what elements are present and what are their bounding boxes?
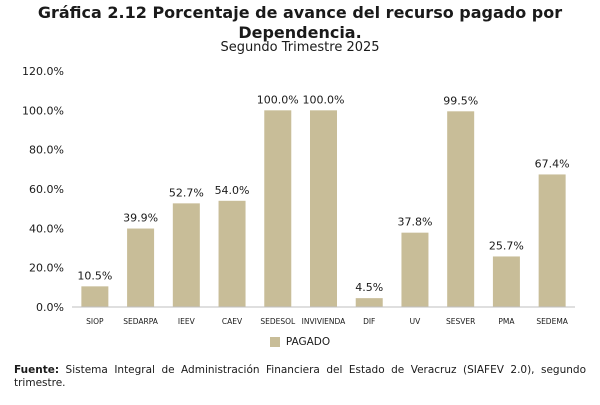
y-tick-label: 100.0%: [22, 104, 64, 117]
x-tick-label: IEEV: [178, 317, 196, 326]
bar-pma: [492, 256, 520, 307]
y-tick-label: 40.0%: [29, 222, 64, 235]
bar-sedema: [538, 174, 566, 307]
y-tick-label: 0.0%: [36, 301, 64, 314]
y-tick-label: 60.0%: [29, 183, 64, 196]
y-tick-label: 80.0%: [29, 144, 64, 157]
legend-label: PAGADO: [285, 336, 331, 348]
bar-sedesol: [264, 110, 292, 307]
bar-value-label: 67.4%: [535, 157, 570, 170]
y-tick-label: 20.0%: [29, 262, 64, 275]
bar-value-label: 10.5%: [77, 269, 112, 282]
x-axis: SIOP SEDARPA IEEV CAEV SEDESOL INVIVIENDA DIF U…: [72, 306, 575, 326]
bar-value-label: 52.7%: [169, 186, 204, 199]
bar-chart: 0.0% 20.0% 40.0% 60.0% 80.0% 100.0% 120.0% 10.…: [22, 65, 575, 326]
bar-value-label: 25.7%: [489, 239, 524, 252]
bar-sedarpa: [127, 228, 155, 307]
legend: PAGADO: [0, 336, 600, 348]
bar-siop: [81, 286, 109, 307]
x-tick-label: INVIVIENDA: [302, 317, 346, 326]
bars: [81, 110, 566, 307]
x-tick-label: PMA: [498, 317, 515, 326]
bar-value-label: 100.0%: [257, 93, 299, 106]
footnote-text: Sistema Integral de Administración Finan…: [14, 364, 586, 389]
legend-swatch: [269, 337, 280, 347]
bar-value-label: 4.5%: [355, 281, 383, 294]
x-tick-label: SEDESOL: [260, 317, 296, 326]
chart-title: Gráfica 2.12 Porcentaje de avance del re…: [37, 3, 563, 42]
x-tick-label: SESVER: [446, 317, 475, 326]
x-tick-label: UV: [410, 317, 421, 326]
bar-value-label: 99.5%: [443, 94, 478, 107]
y-tick-label: 120.0%: [22, 65, 64, 78]
bar-ieev: [172, 203, 200, 307]
x-tick-label: SEDARPA: [123, 317, 159, 326]
x-tick-label: DIF: [363, 317, 375, 326]
x-tick-label: CAEV: [222, 317, 243, 326]
bar-invivienda: [310, 110, 337, 307]
bar-caev: [218, 200, 246, 307]
x-tick-label: SEDEMA: [536, 317, 568, 326]
bar-value-labels: 10.5% 39.9% 52.7% 54.0% 100.0% 100.0% 4.5% 37.8…: [77, 93, 569, 294]
y-axis: 0.0% 20.0% 40.0% 60.0% 80.0% 100.0% 120.0%: [22, 65, 64, 314]
bar-value-label: 100.0%: [303, 93, 345, 106]
source-footnote: Fuente: Sistema Integral de Administraci…: [14, 364, 586, 390]
bar-value-label: 37.8%: [397, 216, 432, 229]
chart-subtitle: Segundo Trimestre 2025: [220, 40, 380, 55]
footnote-label: Fuente:: [14, 364, 60, 376]
bar-value-label: 54.0%: [215, 184, 250, 197]
bar-sesver: [447, 111, 475, 307]
bar-dif: [355, 298, 383, 307]
x-tick-label: SIOP: [86, 317, 104, 326]
bar-value-label: 39.9%: [123, 212, 158, 225]
bar-uv: [401, 232, 429, 307]
